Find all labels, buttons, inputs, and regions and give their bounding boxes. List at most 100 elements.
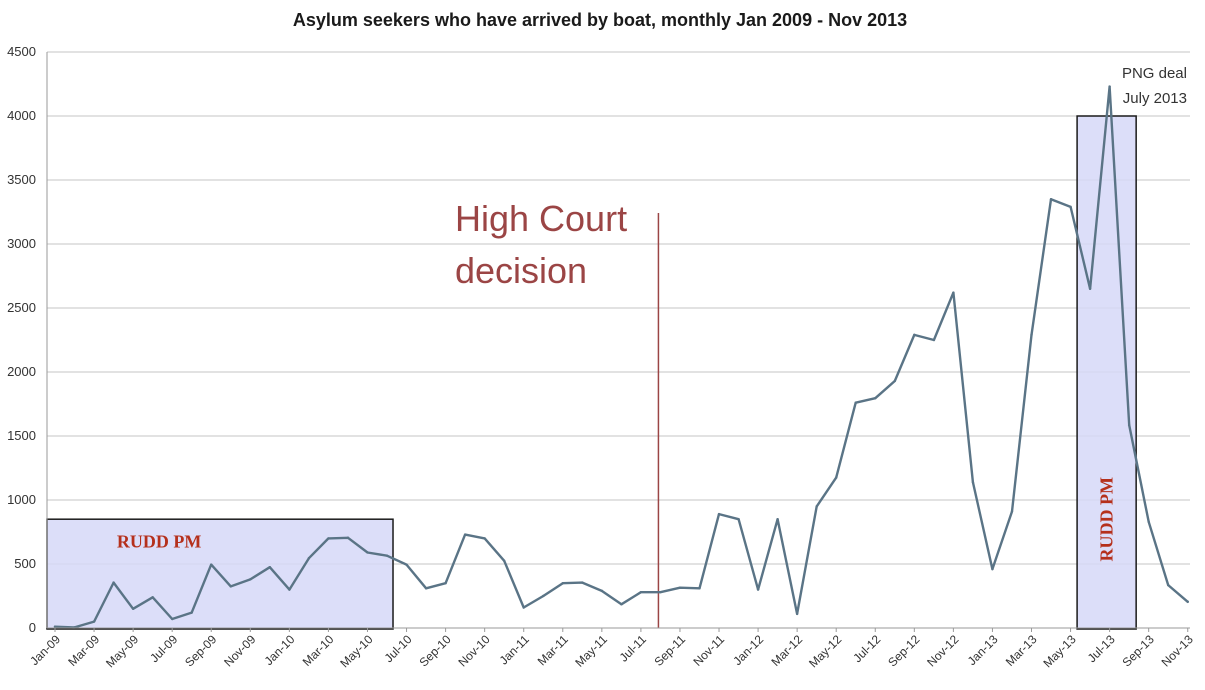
data-point xyxy=(776,518,779,521)
series-group xyxy=(53,85,1189,629)
y-axis: 0 500 1000 1500 2000 2500 3000 3500 4000 4500 xyxy=(7,44,48,635)
x-tick-label: Nov-10 xyxy=(456,632,493,669)
y-tick-label: 1500 xyxy=(7,428,36,443)
data-point xyxy=(620,603,623,606)
png-deal-label: PNG deal xyxy=(1122,65,1187,82)
x-tick-label: Jan-09 xyxy=(27,632,63,668)
data-point xyxy=(1030,333,1033,337)
rudd-pm-label: RUDD PM xyxy=(117,531,201,551)
y-tick-label: 4000 xyxy=(7,108,36,123)
x-tick-label: Mar-10 xyxy=(300,632,337,669)
x-tick-label: May-13 xyxy=(1040,632,1078,670)
x-tick-label: Jan-13 xyxy=(965,632,1001,668)
data-point xyxy=(1186,600,1189,603)
x-tick-label: Jan-11 xyxy=(497,632,532,667)
x-tick-label: Sep-11 xyxy=(651,632,688,669)
y-tick-label: 500 xyxy=(14,556,36,571)
data-point xyxy=(600,589,604,593)
data-point xyxy=(1049,198,1053,201)
y-tick-label: 2000 xyxy=(7,364,36,379)
x-tick-label: Nov-11 xyxy=(691,632,728,669)
data-point xyxy=(952,291,955,294)
x-tick-label: Jan-10 xyxy=(262,632,298,668)
x-tick-label: Nov-13 xyxy=(1159,632,1196,669)
y-tick-label: 3000 xyxy=(7,236,36,251)
x-tick-label: Mar-11 xyxy=(535,632,571,668)
y-tick-label: 4500 xyxy=(7,44,36,59)
data-point xyxy=(385,554,389,557)
data-point xyxy=(229,585,232,588)
data-point xyxy=(756,588,760,591)
data-point xyxy=(835,476,838,479)
x-tick-label: May-10 xyxy=(337,632,375,670)
data-point xyxy=(893,379,896,383)
data-point xyxy=(581,581,584,584)
data-point xyxy=(815,505,818,508)
data-point xyxy=(405,563,408,566)
data-point xyxy=(639,590,643,594)
high-court-decision-label: High Court xyxy=(455,198,627,239)
data-point xyxy=(991,567,994,571)
data-point xyxy=(249,578,252,581)
data-point xyxy=(210,563,213,566)
x-tick-label: Mar-12 xyxy=(768,632,805,669)
x-tick-label: Jul-09 xyxy=(147,632,180,665)
data-point xyxy=(170,617,174,621)
data-point xyxy=(53,625,57,628)
data-point xyxy=(190,611,193,614)
data-point xyxy=(971,480,975,484)
data-point xyxy=(1069,205,1072,209)
highlight-boxes xyxy=(46,115,1137,630)
data-point xyxy=(502,559,506,562)
x-tick-label: Nov-12 xyxy=(924,632,961,669)
x-tick-label: Mar-13 xyxy=(1003,632,1040,669)
data-point xyxy=(366,551,369,554)
data-point xyxy=(795,612,799,616)
x-tick-label: Sep-12 xyxy=(885,632,922,669)
box-labels: RUDD PM RUDD PM xyxy=(117,477,1117,561)
x-tick-label: May-12 xyxy=(806,632,844,670)
x-tick-label: Jul-11 xyxy=(617,632,650,665)
x-axis: Jan-09 Mar-09 May-09 Jul-09 Sep-09 Nov-09 Jan-… xyxy=(27,627,1196,670)
data-point xyxy=(913,333,916,337)
data-point xyxy=(131,607,135,610)
data-point xyxy=(112,581,115,584)
data-point xyxy=(522,606,525,609)
y-tick-label: 1000 xyxy=(7,492,36,507)
data-point xyxy=(268,566,272,569)
rudd-pm-label: RUDD PM xyxy=(1097,477,1117,561)
data-point xyxy=(659,590,662,594)
data-point xyxy=(151,596,154,599)
data-point xyxy=(92,620,96,623)
data-point xyxy=(932,338,936,342)
data-point xyxy=(874,397,877,400)
y-tick-label: 3500 xyxy=(7,172,36,187)
data-point xyxy=(463,533,467,536)
data-point xyxy=(1088,287,1092,290)
data-point xyxy=(1108,85,1111,88)
x-tick-label: Nov-09 xyxy=(221,632,258,669)
data-point xyxy=(1167,583,1170,587)
x-tick-label: Jul-12 xyxy=(850,632,883,665)
data-point xyxy=(327,537,330,540)
y-tick-label: 0 xyxy=(29,620,36,635)
data-point xyxy=(854,401,857,404)
data-point xyxy=(698,587,701,590)
annotations: High Court decision PNG deal July 2013 xyxy=(455,65,1187,628)
data-point xyxy=(1147,520,1150,523)
data-point xyxy=(542,594,545,598)
data-point xyxy=(424,587,428,590)
x-tick-label: Jan-12 xyxy=(730,632,766,668)
data-point xyxy=(1127,423,1131,427)
chart-title: Asylum seekers who have arrived by boat,… xyxy=(293,10,907,30)
x-tick-label: Sep-10 xyxy=(416,632,453,669)
x-tick-label: Jul-13 xyxy=(1085,632,1118,665)
data-point xyxy=(737,518,740,521)
y-tick-label: 2500 xyxy=(7,300,36,315)
data-point xyxy=(717,512,721,516)
x-tick-label: Jul-10 xyxy=(382,632,415,665)
data-point xyxy=(561,582,564,585)
png-deal-label: July 2013 xyxy=(1123,90,1187,107)
data-point xyxy=(678,586,682,589)
data-point xyxy=(444,582,447,585)
